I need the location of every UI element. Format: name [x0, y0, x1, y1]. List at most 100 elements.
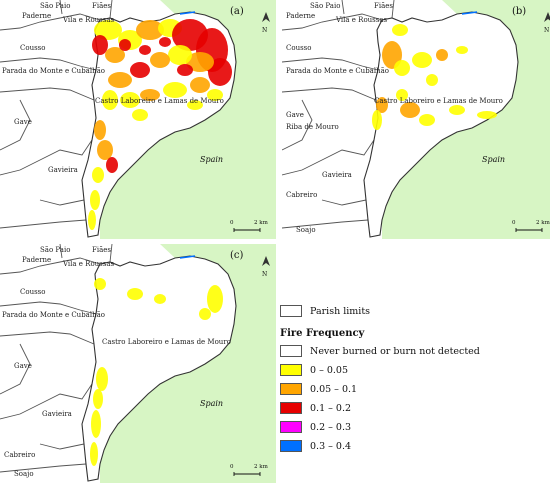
- north-arrow-icon: N: [262, 256, 270, 278]
- place-label-spain: Spain: [200, 155, 223, 164]
- parish-line-2: [391, 0, 395, 19]
- place-label-fiaes: Fiães: [374, 2, 393, 10]
- fire-patch-8: [90, 442, 98, 466]
- parish-line-1: [59, 0, 63, 15]
- legend-swatch-5: [280, 440, 302, 452]
- place-label-spain: Spain: [200, 399, 223, 408]
- fire-patch-11: [376, 97, 388, 113]
- fire-patch-29: [177, 64, 193, 76]
- fire-patch-28: [159, 37, 171, 47]
- svg-text:2 km: 2 km: [254, 220, 269, 226]
- fire-patch-7: [400, 102, 420, 118]
- spain-area: [100, 244, 276, 483]
- map-panel-c: São Paio Paderne Vila e Roussas Fiães Cousso…: [0, 244, 276, 483]
- parish-line-5: [282, 99, 313, 151]
- place-label-gave: Gave: [14, 118, 32, 126]
- parish-limits-swatch: [280, 305, 302, 317]
- fire-patch-13: [108, 72, 132, 88]
- place-label-fiaes: Fiães: [92, 246, 111, 254]
- scale-bar: 0 2 km: [230, 464, 269, 476]
- fire-patch-1: [127, 288, 143, 300]
- parish-line-4: [0, 87, 95, 101]
- spain-area: [382, 0, 550, 239]
- fire-patch-31: [132, 109, 148, 121]
- study-area-outline: [81, 255, 237, 482]
- fire-patch-8: [208, 58, 232, 86]
- place-label-cabreiro: Cabreiro: [286, 191, 317, 199]
- fire-patch-3: [207, 285, 223, 313]
- place-label-gavieira: Gavieira: [322, 171, 352, 179]
- map-b-svg: São Paio Paderne Vila e Roussas Fiães Cousso…: [282, 0, 550, 239]
- parish-line-8: [0, 219, 87, 229]
- place-label-sao_paio: São Paio: [310, 2, 340, 10]
- fire-patch-18: [190, 77, 210, 93]
- fire-patch-27: [139, 45, 151, 55]
- fire-patch-19: [207, 89, 223, 101]
- fire-patch-22: [106, 157, 118, 173]
- fire-patch-2: [105, 47, 125, 63]
- legend: Parish limits Fire Frequency Never burne…: [280, 305, 548, 475]
- place-label-castro: Castro Laboreiro e Lamas de Mouro: [374, 97, 503, 105]
- legend-label-3: 0.1 – 0.2: [310, 402, 352, 414]
- place-label-soajo: Soajo: [296, 226, 316, 234]
- fire-patch-6: [93, 389, 103, 409]
- parish-line-8: [282, 219, 369, 229]
- fire-patch-13: [372, 110, 382, 130]
- place-label-cousso: Cousso: [20, 44, 45, 52]
- fire-patch-4: [199, 308, 211, 320]
- legend-parish-limits: Parish limits: [280, 305, 370, 317]
- legend-label-5: 0.3 – 0.4: [310, 440, 352, 452]
- fire-patch-16: [140, 89, 160, 101]
- parish-line-4: [282, 87, 377, 101]
- legend-class-2: 0.05 – 0.1: [280, 383, 357, 395]
- place-label-paderne: Paderne: [286, 12, 315, 20]
- parish-line-7: [39, 443, 85, 450]
- svg-text:N: N: [262, 27, 267, 34]
- parish-line-3: [0, 57, 97, 71]
- fire-patch-3: [412, 52, 432, 68]
- map-panel-a: São Paio Paderne Vila e Roussas Fiães Cousso…: [0, 0, 276, 239]
- fire-patch-5: [456, 46, 468, 54]
- fire-patch-15: [120, 92, 140, 108]
- place-label-castro: Castro Laboreiro e Lamas de Mouro: [102, 338, 231, 346]
- fire-patch-2: [154, 294, 166, 304]
- fire-patch-6: [396, 89, 408, 101]
- legend-class-3: 0.1 – 0.2: [280, 402, 351, 414]
- place-label-cousso: Cousso: [286, 44, 311, 52]
- fire-patch-23: [92, 167, 104, 183]
- parish-limits-label: Parish limits: [310, 305, 371, 317]
- legend-swatch-2: [280, 383, 302, 395]
- fire-patches-b: [372, 24, 497, 130]
- legend-label-0: Never burned or burn not detected: [310, 345, 480, 357]
- svg-text:0: 0: [230, 464, 234, 470]
- place-label-cabreiro: Cabreiro: [4, 451, 35, 459]
- fire-patches-c: [90, 278, 223, 466]
- border-segment: [461, 11, 478, 15]
- place-label-parada: Parada do Monte e Cubalhão: [286, 67, 389, 75]
- north-arrow-icon: N: [262, 12, 270, 34]
- svg-text:N: N: [262, 271, 267, 278]
- place-label-castro: Castro Laboreiro e Lamas de Mouro: [95, 97, 224, 105]
- place-label-parada: Parada do Monte e Cubalhão: [2, 311, 105, 319]
- parish-line-5: [0, 343, 31, 395]
- parish-line-1: [59, 244, 63, 259]
- fire-patch-17: [163, 82, 187, 98]
- fire-patch-5: [96, 367, 108, 391]
- place-label-gavieira: Gavieira: [48, 166, 78, 174]
- fire-patch-0: [94, 278, 106, 290]
- panel-letter: (a): [230, 6, 244, 17]
- fire-patch-10: [168, 45, 192, 65]
- place-label-parada: Parada do Monte e Cubalhão: [2, 67, 105, 75]
- parish-line-7: [39, 199, 85, 206]
- svg-text:2 km: 2 km: [254, 464, 269, 470]
- fire-patch-2: [394, 60, 410, 76]
- place-label-fiaes: Fiães: [92, 2, 111, 10]
- svg-text:0: 0: [230, 220, 234, 226]
- fire-patch-26: [119, 39, 131, 51]
- legend-class-1: 0 – 0.05: [280, 364, 348, 376]
- parish-line-0: [0, 257, 101, 275]
- parish-line-0: [282, 13, 383, 31]
- place-label-vila_roussas: Vila e Roussas: [335, 16, 388, 24]
- place-label-soajo: Soajo: [14, 470, 34, 478]
- fire-patch-14: [102, 90, 118, 110]
